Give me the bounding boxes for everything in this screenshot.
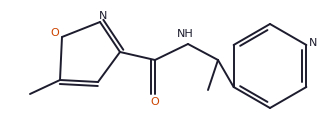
Text: O: O: [151, 97, 159, 107]
Text: NH: NH: [177, 29, 194, 39]
Text: N: N: [309, 38, 317, 48]
Text: N: N: [99, 11, 107, 21]
Text: O: O: [51, 28, 59, 38]
